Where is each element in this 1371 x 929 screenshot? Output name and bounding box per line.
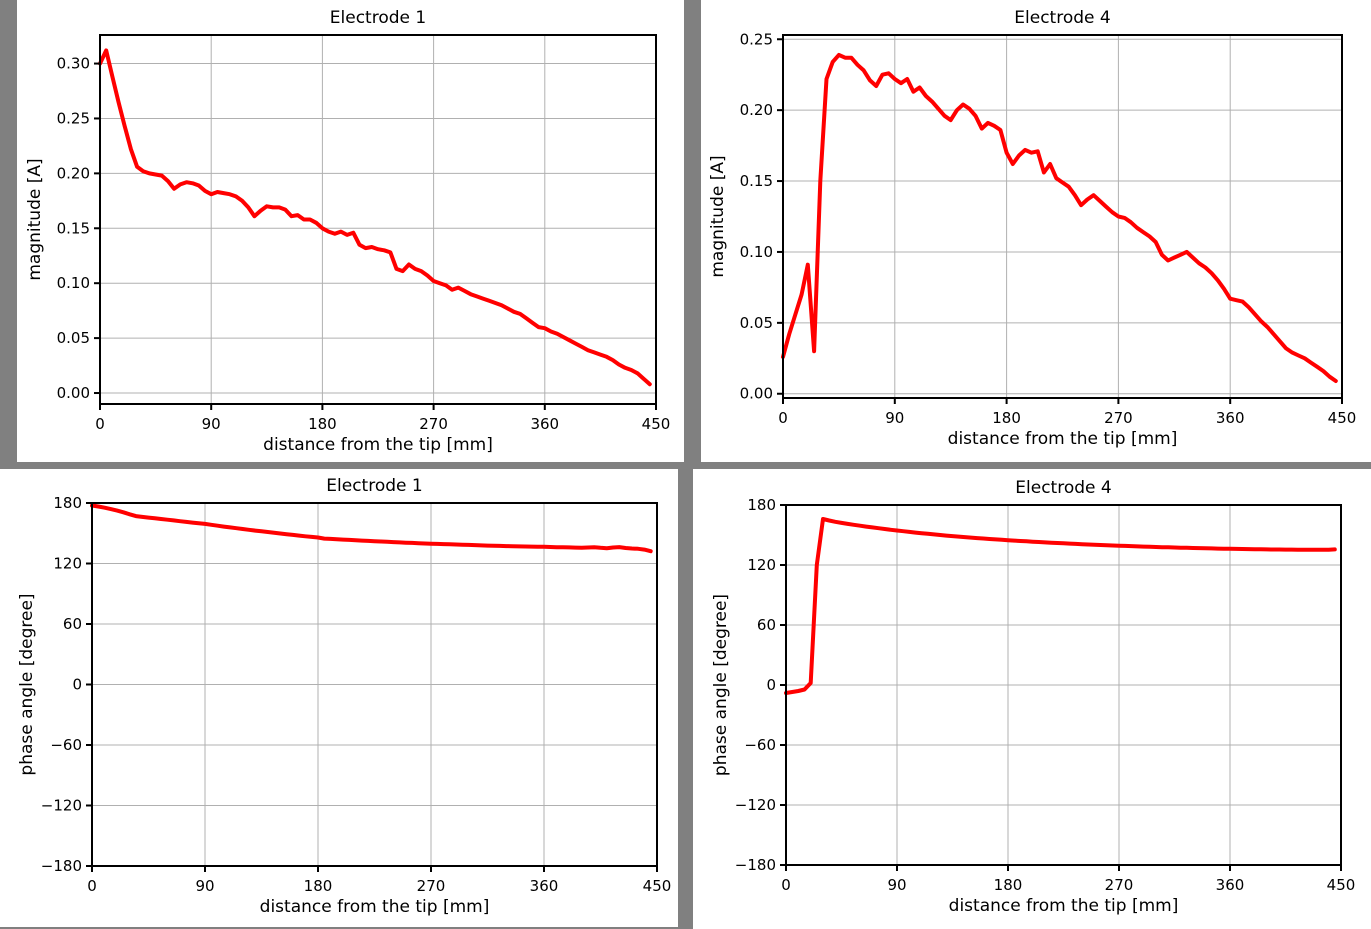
svg-text:270: 270: [419, 415, 448, 433]
svg-text:0.15: 0.15: [57, 219, 90, 237]
svg-text:90: 90: [885, 409, 904, 427]
svg-text:0.05: 0.05: [57, 329, 90, 347]
svg-text:0: 0: [95, 415, 105, 433]
svg-text:distance from the tip [mm]: distance from the tip [mm]: [949, 896, 1179, 916]
svg-text:0: 0: [72, 676, 82, 694]
svg-text:0.10: 0.10: [57, 274, 90, 292]
svg-text:distance from the tip [mm]: distance from the tip [mm]: [260, 897, 490, 917]
svg-text:180: 180: [53, 494, 82, 512]
svg-text:distance from the tip [mm]: distance from the tip [mm]: [263, 435, 493, 455]
svg-text:distance from the tip [mm]: distance from the tip [mm]: [948, 429, 1178, 449]
svg-text:Electrode 1: Electrode 1: [326, 476, 422, 496]
svg-text:phase angle [degree]: phase angle [degree]: [711, 594, 731, 776]
svg-text:0.00: 0.00: [57, 384, 90, 402]
svg-text:360: 360: [1216, 409, 1245, 427]
svg-text:180: 180: [304, 877, 333, 895]
svg-text:180: 180: [992, 409, 1021, 427]
svg-text:magnitude [A]: magnitude [A]: [708, 155, 728, 277]
electrode4-phase-chart: 0 90 180 270 360 450 180 120 60 0 −60 −120 −180 Elect…: [711, 478, 1356, 916]
svg-text:360: 360: [530, 877, 559, 895]
svg-text:0.10: 0.10: [740, 243, 773, 261]
svg-text:0.20: 0.20: [57, 164, 90, 182]
electrode4-magnitude-panel: 0 90 180 270 360 450 0.00 0.05 0.10 0.15 0.20 0.25 E…: [701, 0, 1371, 462]
svg-text:Electrode 4: Electrode 4: [1014, 8, 1110, 28]
svg-text:90: 90: [202, 415, 221, 433]
svg-text:0.30: 0.30: [57, 55, 90, 73]
electrode4-phase-panel: 0 90 180 270 360 450 180 120 60 0 −60 −120 −180 Elect…: [693, 469, 1371, 929]
electrode1-magnitude-panel: 0 90 180 270 360 450 0.00 0.05 0.10 0.15 0.20 0.25 0…: [17, 0, 684, 462]
electrode1-phase-chart: 0 90 180 270 360 450 180 120 60 0 −60 −120 −180 Elect…: [17, 476, 672, 917]
svg-text:0.15: 0.15: [740, 172, 773, 190]
svg-text:0.00: 0.00: [740, 385, 773, 403]
svg-text:−60: −60: [744, 736, 776, 754]
svg-text:120: 120: [53, 555, 82, 573]
svg-text:0.05: 0.05: [740, 314, 773, 332]
svg-text:0.25: 0.25: [57, 109, 90, 127]
svg-text:−60: −60: [50, 736, 82, 754]
svg-text:−120: −120: [41, 797, 82, 815]
svg-text:180: 180: [747, 496, 776, 514]
svg-text:180: 180: [994, 876, 1023, 894]
svg-text:270: 270: [1104, 409, 1133, 427]
svg-text:−180: −180: [41, 857, 82, 875]
svg-text:180: 180: [308, 415, 337, 433]
svg-text:270: 270: [1105, 876, 1134, 894]
svg-text:−120: −120: [735, 796, 776, 814]
svg-text:magnitude [A]: magnitude [A]: [25, 158, 45, 280]
svg-text:−180: −180: [735, 856, 776, 874]
svg-text:Electrode 4: Electrode 4: [1015, 478, 1111, 498]
svg-text:90: 90: [887, 876, 906, 894]
svg-text:Electrode 1: Electrode 1: [330, 8, 426, 28]
svg-text:120: 120: [747, 556, 776, 574]
svg-text:270: 270: [417, 877, 446, 895]
svg-text:360: 360: [530, 415, 559, 433]
svg-text:60: 60: [63, 615, 82, 633]
svg-text:0: 0: [87, 877, 97, 895]
svg-text:0: 0: [781, 876, 791, 894]
svg-text:450: 450: [642, 415, 671, 433]
electrode4-magnitude-chart: 0 90 180 270 360 450 0.00 0.05 0.10 0.15 0.20 0.25 E…: [708, 8, 1357, 449]
svg-text:0: 0: [778, 409, 788, 427]
svg-text:60: 60: [757, 616, 776, 634]
electrode1-phase-panel: 0 90 180 270 360 450 180 120 60 0 −60 −120 −180 Elect…: [0, 469, 678, 927]
svg-text:450: 450: [643, 877, 672, 895]
svg-text:0.20: 0.20: [740, 101, 773, 119]
svg-text:0.25: 0.25: [740, 30, 773, 48]
svg-text:phase angle [degree]: phase angle [degree]: [17, 593, 37, 775]
electrode1-magnitude-chart: 0 90 180 270 360 450 0.00 0.05 0.10 0.15 0.20 0.25 0…: [25, 8, 671, 455]
svg-text:0: 0: [766, 676, 776, 694]
svg-text:90: 90: [195, 877, 214, 895]
svg-text:450: 450: [1328, 409, 1357, 427]
svg-text:450: 450: [1327, 876, 1356, 894]
svg-text:360: 360: [1216, 876, 1245, 894]
